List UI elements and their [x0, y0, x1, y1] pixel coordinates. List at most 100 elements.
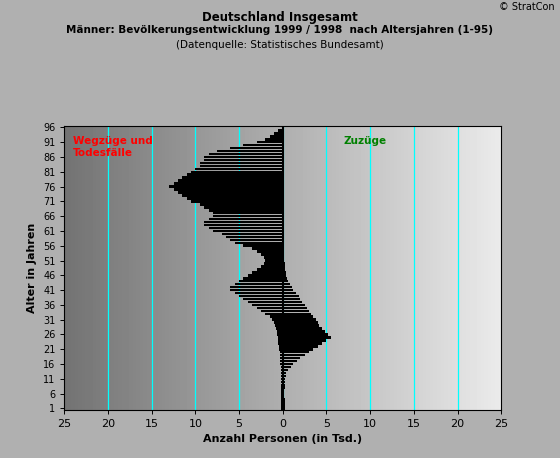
Bar — [281, 375, 283, 377]
Bar — [252, 304, 283, 306]
Bar — [282, 395, 283, 398]
Bar — [277, 333, 283, 336]
Bar — [275, 324, 283, 327]
Text: © StratCon: © StratCon — [499, 2, 554, 12]
Bar — [278, 342, 283, 344]
Bar — [261, 310, 283, 312]
Bar — [283, 389, 284, 392]
Bar — [204, 159, 283, 161]
Bar — [200, 203, 283, 206]
Bar — [174, 182, 283, 185]
Bar — [283, 253, 284, 256]
Bar — [265, 259, 283, 262]
Bar — [276, 327, 283, 330]
Bar — [283, 372, 286, 374]
Bar — [283, 345, 318, 348]
Bar — [283, 407, 286, 410]
Bar — [283, 280, 288, 283]
Bar — [283, 333, 328, 336]
Bar — [283, 363, 293, 365]
Bar — [230, 147, 283, 149]
Bar — [282, 387, 283, 389]
Bar — [256, 306, 283, 309]
Bar — [217, 150, 283, 153]
Bar — [174, 188, 283, 191]
Bar — [283, 289, 293, 291]
Bar — [281, 377, 283, 380]
Bar — [281, 404, 283, 407]
Bar — [274, 132, 283, 135]
Bar — [222, 233, 283, 235]
Bar — [283, 327, 322, 330]
Bar — [272, 318, 283, 321]
Bar — [283, 304, 305, 306]
Bar — [283, 262, 284, 265]
Bar — [277, 330, 283, 333]
Text: Zuzüge: Zuzüge — [344, 136, 387, 146]
Bar — [256, 141, 283, 143]
Bar — [281, 407, 283, 410]
Bar — [208, 209, 283, 212]
Bar — [248, 274, 283, 277]
Bar — [283, 357, 300, 360]
Bar — [278, 336, 283, 339]
Bar — [244, 144, 283, 147]
Bar — [226, 235, 283, 238]
Text: Deutschland Insgesamt: Deutschland Insgesamt — [202, 11, 358, 24]
Bar — [204, 156, 283, 158]
Bar — [239, 280, 283, 283]
Bar — [178, 191, 283, 194]
Bar — [191, 200, 283, 202]
Bar — [279, 351, 283, 354]
Bar — [283, 360, 297, 362]
X-axis label: Anzahl Personen (in Tsd.): Anzahl Personen (in Tsd.) — [203, 435, 362, 445]
Bar — [282, 398, 283, 401]
Bar — [283, 265, 285, 268]
Bar — [283, 316, 314, 318]
Bar — [283, 342, 322, 344]
Bar — [183, 194, 283, 197]
Bar — [213, 212, 283, 214]
Bar — [235, 241, 283, 244]
Bar — [283, 330, 325, 333]
Bar — [261, 265, 283, 268]
Bar — [280, 357, 283, 360]
Bar — [244, 245, 283, 247]
Bar — [283, 251, 284, 253]
Bar — [239, 295, 283, 297]
Bar — [213, 230, 283, 232]
Bar — [283, 369, 288, 371]
Bar — [244, 277, 283, 279]
Bar — [274, 322, 283, 324]
Bar — [283, 387, 284, 389]
Y-axis label: Alter in Jahren: Alter in Jahren — [27, 223, 38, 313]
Bar — [283, 348, 314, 350]
Bar — [283, 336, 331, 339]
Bar — [256, 251, 283, 253]
Bar — [283, 324, 320, 327]
Bar — [204, 206, 283, 208]
Bar — [283, 298, 300, 300]
Bar — [208, 218, 283, 220]
Bar — [244, 298, 283, 300]
Bar — [283, 312, 311, 315]
Bar — [280, 354, 283, 356]
Bar — [252, 247, 283, 250]
Bar — [283, 295, 298, 297]
Bar — [281, 381, 283, 383]
Bar — [261, 253, 283, 256]
Bar — [270, 135, 283, 137]
Bar — [281, 372, 283, 374]
Bar — [283, 259, 284, 262]
Bar — [191, 170, 283, 173]
Bar — [208, 227, 283, 229]
Bar — [283, 268, 286, 271]
Bar — [283, 366, 291, 368]
Bar — [204, 224, 283, 226]
Bar — [183, 176, 283, 179]
Bar — [278, 339, 283, 342]
Bar — [265, 312, 283, 315]
Bar — [283, 271, 286, 273]
Bar — [283, 274, 286, 277]
Bar — [281, 401, 283, 404]
